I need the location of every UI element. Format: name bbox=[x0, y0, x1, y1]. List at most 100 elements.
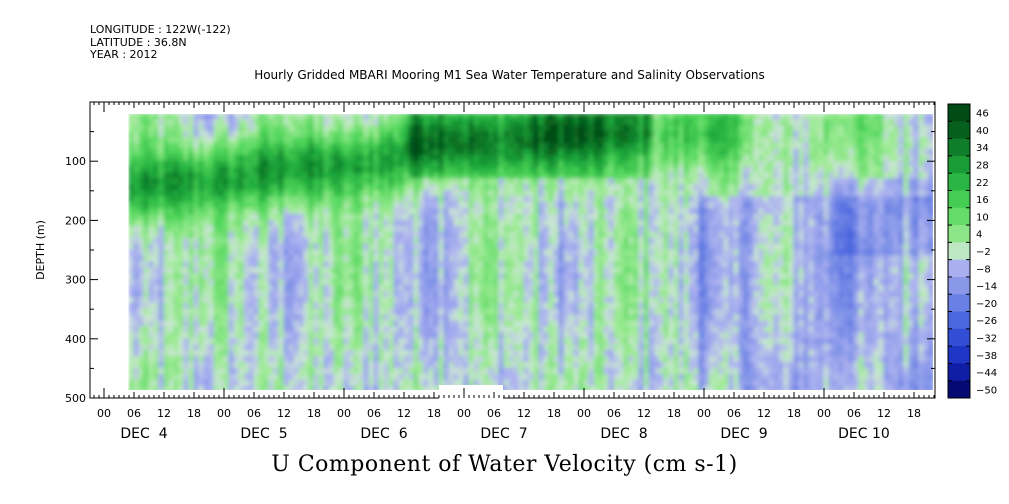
heatmap-cell bbox=[508, 114, 515, 121]
heatmap-cell bbox=[128, 131, 135, 139]
heatmap-cell bbox=[438, 290, 445, 298]
heatmap-cell bbox=[413, 225, 420, 233]
heatmap-cell bbox=[633, 361, 640, 369]
heatmap-cell bbox=[323, 202, 330, 210]
heatmap-cell bbox=[343, 255, 350, 263]
heatmap-cell bbox=[423, 332, 430, 340]
heatmap-cell bbox=[423, 119, 430, 127]
heatmap-cell bbox=[163, 320, 170, 328]
heatmap-cell bbox=[488, 373, 495, 381]
heatmap-cell bbox=[413, 326, 420, 334]
heatmap-cell bbox=[143, 114, 150, 121]
heatmap-cell bbox=[448, 338, 455, 346]
heatmap-cell bbox=[483, 290, 490, 298]
heatmap-cell bbox=[243, 296, 250, 304]
heatmap-cell bbox=[198, 267, 205, 275]
heatmap-cell bbox=[538, 237, 545, 245]
heatmap-cell bbox=[478, 332, 485, 340]
heatmap-cell bbox=[193, 267, 200, 275]
heatmap-cell bbox=[268, 249, 275, 257]
heatmap-cell bbox=[563, 314, 570, 322]
heatmap-cell bbox=[363, 231, 370, 239]
heatmap-cell bbox=[643, 373, 650, 381]
heatmap-cell bbox=[308, 178, 315, 186]
heatmap-cell bbox=[383, 344, 390, 352]
heatmap-cell bbox=[153, 219, 160, 227]
heatmap-cell bbox=[443, 373, 450, 381]
heatmap-cell bbox=[513, 249, 520, 257]
heatmap-cell bbox=[443, 202, 450, 210]
heatmap-cell bbox=[318, 114, 325, 121]
heatmap-cell bbox=[593, 166, 600, 174]
heatmap-cell bbox=[218, 285, 225, 292]
heatmap-cell bbox=[178, 273, 185, 281]
heatmap-cell bbox=[308, 190, 315, 198]
heatmap-cell bbox=[613, 231, 620, 239]
heatmap-cell bbox=[563, 148, 570, 156]
heatmap-cell bbox=[538, 202, 545, 210]
heatmap-cell bbox=[373, 225, 380, 233]
heatmap-cell bbox=[588, 160, 595, 168]
heatmap-cell bbox=[563, 361, 570, 369]
heatmap-cell bbox=[548, 243, 555, 251]
heatmap-cell bbox=[513, 172, 520, 180]
heatmap-cell bbox=[468, 119, 475, 127]
heatmap-cell bbox=[608, 208, 615, 215]
heatmap-cell bbox=[438, 202, 445, 210]
heatmap-cell bbox=[633, 196, 640, 204]
heatmap-cell bbox=[213, 267, 220, 275]
heatmap-cell bbox=[473, 308, 480, 316]
heatmap-cell bbox=[338, 314, 345, 322]
heatmap-cell bbox=[533, 279, 540, 287]
heatmap-cell bbox=[478, 131, 485, 139]
heatmap-cell bbox=[318, 285, 325, 292]
heatmap-cell bbox=[318, 154, 325, 162]
heatmap-cell bbox=[428, 154, 435, 162]
heatmap-cell bbox=[188, 243, 195, 251]
heatmap-cell bbox=[408, 344, 415, 352]
heatmap-cell bbox=[173, 367, 180, 375]
heatmap-cell bbox=[318, 356, 325, 363]
heatmap-cell bbox=[498, 208, 505, 215]
heatmap-cell bbox=[618, 350, 625, 358]
heatmap-cell bbox=[288, 131, 295, 139]
heatmap-cell bbox=[153, 332, 160, 340]
heatmap-cell bbox=[578, 178, 585, 186]
heatmap-cell bbox=[253, 361, 260, 369]
heatmap-cell bbox=[488, 154, 495, 162]
heatmap-cell bbox=[298, 296, 305, 304]
heatmap-cell bbox=[463, 332, 470, 340]
heatmap-cell bbox=[533, 320, 540, 328]
heatmap-cell bbox=[613, 208, 620, 215]
heatmap-cell bbox=[263, 285, 270, 292]
heatmap-cell bbox=[433, 314, 440, 322]
heatmap-cell bbox=[543, 361, 550, 369]
heatmap-cell bbox=[178, 114, 185, 121]
heatmap-cell bbox=[173, 285, 180, 292]
heatmap-cell bbox=[178, 172, 185, 180]
heatmap-cell bbox=[493, 285, 500, 292]
heatmap-cell bbox=[533, 255, 540, 263]
heatmap-cell bbox=[153, 308, 160, 316]
heatmap-cell bbox=[593, 267, 600, 275]
heatmap-cell bbox=[443, 350, 450, 358]
heatmap-cell bbox=[298, 243, 305, 251]
heatmap-cell bbox=[493, 361, 500, 369]
heatmap-cell bbox=[223, 326, 230, 334]
heatmap-cell bbox=[233, 267, 240, 275]
heatmap-cell bbox=[253, 290, 260, 298]
heatmap-cell bbox=[458, 273, 465, 281]
heatmap-cell bbox=[163, 344, 170, 352]
heatmap-cell bbox=[138, 219, 145, 227]
heatmap-cell bbox=[423, 237, 430, 245]
heatmap-cell bbox=[648, 338, 655, 346]
heatmap-cell bbox=[538, 114, 545, 121]
heatmap-cell bbox=[643, 261, 650, 269]
heatmap-cell bbox=[268, 308, 275, 316]
heatmap-cell bbox=[348, 356, 355, 363]
heatmap-cell bbox=[458, 332, 465, 340]
heatmap-cell bbox=[598, 225, 605, 233]
heatmap-cell bbox=[613, 125, 620, 133]
heatmap-cell bbox=[548, 114, 555, 121]
heatmap-cell bbox=[508, 219, 515, 227]
